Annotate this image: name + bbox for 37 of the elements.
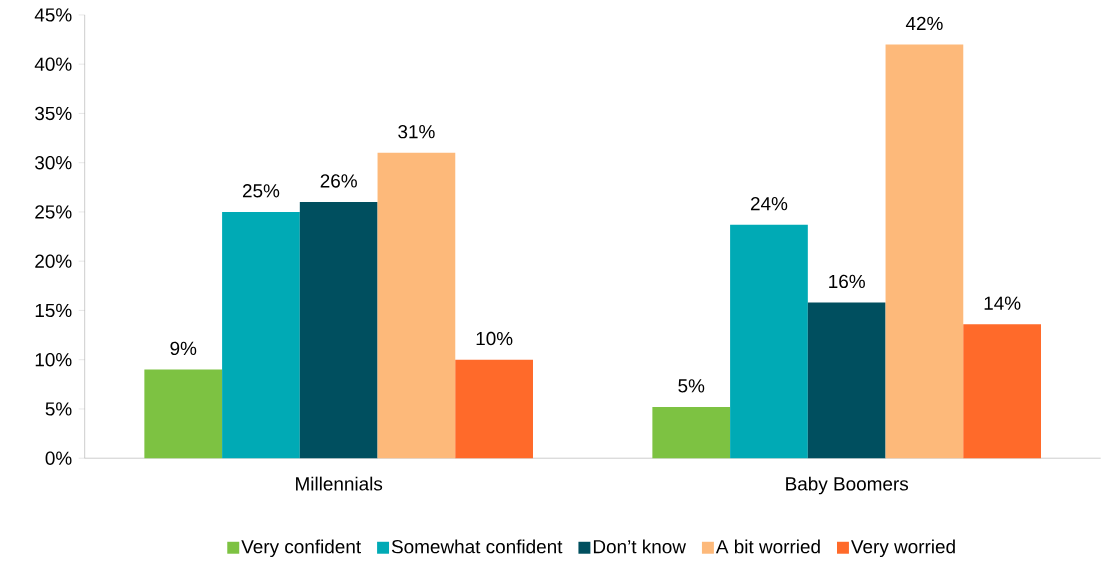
data-label: 26% xyxy=(320,174,357,188)
bar xyxy=(963,324,1041,459)
y-tick-label: 20% xyxy=(35,254,72,269)
y-tick-label: 10% xyxy=(35,353,72,367)
data-label: 10% xyxy=(476,331,513,346)
bar xyxy=(144,369,223,459)
y-tick-label: 25% xyxy=(35,205,72,219)
y-tick-label: 5% xyxy=(45,402,72,416)
x-tick-label: Baby Boomers xyxy=(786,476,909,495)
data-label: 5% xyxy=(678,379,705,393)
bar xyxy=(299,202,378,459)
data-label: 25% xyxy=(242,184,280,198)
data-label: 31% xyxy=(398,125,435,139)
data-label: 24% xyxy=(750,197,788,211)
x-tick-label: Millennials xyxy=(296,476,383,491)
bar xyxy=(377,152,456,459)
bar xyxy=(807,302,886,459)
y-tick-label: 15% xyxy=(35,303,72,318)
y-tick-label: 45% xyxy=(34,8,72,22)
bar xyxy=(885,44,964,459)
bar xyxy=(455,359,533,459)
legend-label: Somewhat confident xyxy=(391,539,563,554)
legend-label: Very confident xyxy=(241,539,361,558)
y-tick-label: 0% xyxy=(45,451,72,466)
y-tick-label: 35% xyxy=(35,106,72,121)
bar xyxy=(730,224,808,459)
data-label: 9% xyxy=(170,341,197,356)
bar xyxy=(652,407,731,459)
bar xyxy=(222,212,300,459)
legend-label: Very worried xyxy=(851,539,955,558)
legend-label: A bit worried xyxy=(715,539,820,554)
data-label: 42% xyxy=(905,16,943,31)
y-tick-label: 40% xyxy=(34,57,72,72)
y-tick-label: 30% xyxy=(35,156,72,170)
data-label: 14% xyxy=(984,296,1021,310)
legend-label: Don’t know xyxy=(593,539,687,554)
data-label: 16% xyxy=(829,274,865,289)
